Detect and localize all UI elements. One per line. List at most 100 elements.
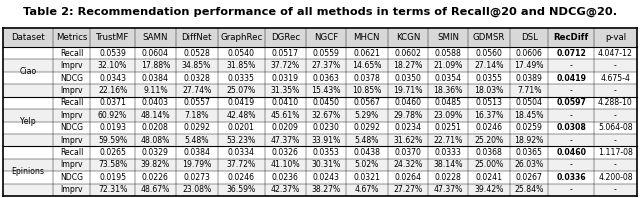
- Text: RecDiff: RecDiff: [554, 33, 589, 42]
- Text: 0.0265: 0.0265: [99, 148, 126, 157]
- Text: 37.72%: 37.72%: [271, 61, 300, 70]
- Text: -: -: [614, 86, 617, 95]
- Text: 17.49%: 17.49%: [515, 61, 544, 70]
- Text: 0.0292: 0.0292: [353, 123, 380, 132]
- Text: 0.0410: 0.0410: [272, 98, 299, 108]
- Text: 42.37%: 42.37%: [271, 185, 300, 194]
- Text: 25.84%: 25.84%: [515, 185, 544, 194]
- Text: 0.0201: 0.0201: [228, 123, 255, 132]
- Text: 7.71%: 7.71%: [517, 86, 541, 95]
- Text: MHCN: MHCN: [353, 33, 380, 42]
- Text: 9.11%: 9.11%: [143, 86, 168, 95]
- Text: 27.37%: 27.37%: [311, 61, 340, 70]
- Text: 0.0384: 0.0384: [142, 74, 169, 83]
- Bar: [3, 28, 637, 47]
- Text: 18.27%: 18.27%: [394, 61, 423, 70]
- Text: 72.31%: 72.31%: [98, 185, 127, 194]
- Text: -: -: [570, 111, 573, 120]
- Text: 0.0384: 0.0384: [183, 148, 210, 157]
- Text: 0.0567: 0.0567: [353, 98, 380, 108]
- Text: -: -: [614, 185, 617, 194]
- Text: 47.37%: 47.37%: [433, 185, 463, 194]
- Text: 4.67%: 4.67%: [355, 185, 379, 194]
- Text: 0.0273: 0.0273: [183, 173, 210, 182]
- Text: 25.00%: 25.00%: [474, 161, 504, 169]
- Text: DSL: DSL: [521, 33, 538, 42]
- Text: 0.0378: 0.0378: [353, 74, 380, 83]
- Text: Imprv: Imprv: [60, 61, 83, 70]
- Text: 0.0365: 0.0365: [516, 148, 543, 157]
- Text: 25.07%: 25.07%: [227, 86, 256, 95]
- Text: -: -: [570, 61, 573, 70]
- Bar: [3, 134, 637, 146]
- Text: 31.85%: 31.85%: [227, 61, 256, 70]
- Text: 24.32%: 24.32%: [394, 161, 423, 169]
- Text: Imprv: Imprv: [60, 86, 83, 95]
- Text: 42.48%: 42.48%: [227, 111, 256, 120]
- Text: 0.0241: 0.0241: [476, 173, 502, 182]
- Text: 23.09%: 23.09%: [433, 111, 463, 120]
- Text: 45.61%: 45.61%: [271, 111, 300, 120]
- Text: 31.62%: 31.62%: [394, 136, 423, 145]
- Text: Recall: Recall: [60, 98, 83, 108]
- Text: -: -: [570, 185, 573, 194]
- Text: -: -: [614, 61, 617, 70]
- Text: p-val: p-val: [605, 33, 626, 42]
- Text: 0.0621: 0.0621: [353, 49, 380, 58]
- Text: 0.0602: 0.0602: [395, 49, 422, 58]
- Text: Recall: Recall: [60, 148, 83, 157]
- Text: 18.36%: 18.36%: [433, 86, 463, 95]
- Text: 0.0389: 0.0389: [516, 74, 543, 83]
- Text: 7.18%: 7.18%: [184, 111, 209, 120]
- Text: 0.0450: 0.0450: [312, 98, 339, 108]
- Text: SAMN: SAMN: [143, 33, 168, 42]
- Text: GraphRec: GraphRec: [220, 33, 262, 42]
- Text: 0.0588: 0.0588: [435, 49, 461, 58]
- Text: SMIN: SMIN: [437, 33, 459, 42]
- Text: Metrics: Metrics: [56, 33, 88, 42]
- Text: 38.14%: 38.14%: [433, 161, 463, 169]
- Text: 0.0540: 0.0540: [228, 49, 255, 58]
- Bar: [3, 122, 637, 134]
- Bar: [3, 47, 637, 59]
- Text: 0.0371: 0.0371: [99, 98, 126, 108]
- Text: Imprv: Imprv: [60, 111, 83, 120]
- Text: 0.0259: 0.0259: [516, 123, 543, 132]
- Text: 73.58%: 73.58%: [98, 161, 127, 169]
- Text: GDMSR: GDMSR: [473, 33, 505, 42]
- Bar: [3, 146, 637, 159]
- Text: 0.0504: 0.0504: [516, 98, 543, 108]
- Text: 16.37%: 16.37%: [474, 111, 504, 120]
- Text: 0.0236: 0.0236: [272, 173, 299, 182]
- Text: 0.0419: 0.0419: [228, 98, 255, 108]
- Text: 0.0319: 0.0319: [272, 74, 299, 83]
- Text: NDCG: NDCG: [60, 123, 83, 132]
- Text: 0.0606: 0.0606: [516, 49, 543, 58]
- Text: Table 2: Recommendation performance of all methods in terms of Recall@20 and NDC: Table 2: Recommendation performance of a…: [23, 7, 617, 17]
- Text: Imprv: Imprv: [60, 136, 83, 145]
- Text: Recall: Recall: [60, 49, 83, 58]
- Bar: [3, 109, 637, 122]
- Text: TrustMF: TrustMF: [96, 33, 129, 42]
- Text: 32.67%: 32.67%: [311, 111, 340, 120]
- Text: 18.45%: 18.45%: [515, 111, 544, 120]
- Text: 48.08%: 48.08%: [141, 136, 170, 145]
- Text: 0.0193: 0.0193: [99, 123, 126, 132]
- Text: 0.0460: 0.0460: [556, 148, 586, 157]
- Text: NDCG: NDCG: [60, 173, 83, 182]
- Text: 0.0368: 0.0368: [476, 148, 502, 157]
- Text: 27.27%: 27.27%: [394, 185, 422, 194]
- Text: 4.200-08: 4.200-08: [598, 173, 633, 182]
- Text: 0.0419: 0.0419: [556, 74, 586, 83]
- Text: 38.27%: 38.27%: [311, 185, 340, 194]
- Text: 0.0460: 0.0460: [394, 98, 422, 108]
- Text: 60.92%: 60.92%: [98, 111, 127, 120]
- Text: 32.10%: 32.10%: [98, 61, 127, 70]
- Text: 0.0336: 0.0336: [556, 173, 586, 182]
- Text: 5.48%: 5.48%: [355, 136, 379, 145]
- Text: 0.0557: 0.0557: [183, 98, 210, 108]
- Text: -: -: [614, 161, 617, 169]
- Text: 0.0209: 0.0209: [272, 123, 299, 132]
- Text: 5.29%: 5.29%: [355, 111, 379, 120]
- Text: 0.0438: 0.0438: [353, 148, 380, 157]
